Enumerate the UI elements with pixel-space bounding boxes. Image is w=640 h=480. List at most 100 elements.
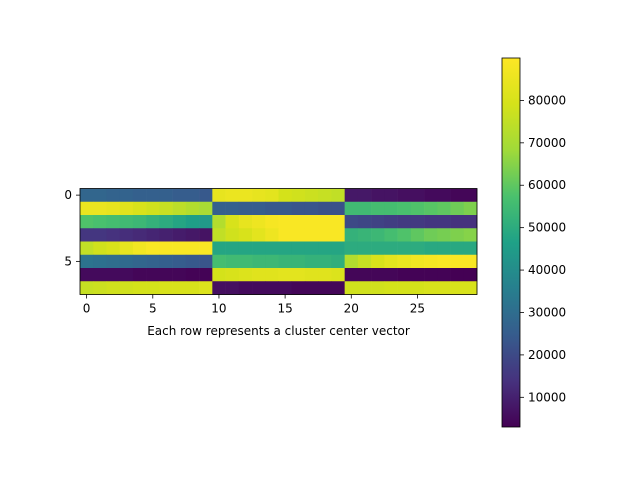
heatmap-cell <box>278 228 293 242</box>
heatmap-cell <box>212 215 226 229</box>
heatmap-cell <box>225 281 240 295</box>
heatmap-cell <box>410 228 425 242</box>
heatmap-cell <box>199 254 213 269</box>
heatmap-cell <box>278 268 293 282</box>
heatmap-cell <box>106 268 120 282</box>
heatmap-cell <box>357 215 372 229</box>
heatmap-cell <box>397 241 412 256</box>
heatmap-cell <box>199 281 213 295</box>
heatmap-cell <box>410 201 425 216</box>
colorbar-tick-label: 40000 <box>528 263 566 277</box>
heatmap-cell <box>238 281 253 295</box>
heatmap-cell <box>119 241 134 256</box>
heatmap-cell <box>304 241 319 256</box>
colorbar-ticks: 10000 20000 30000 40000 50000 60000 70000 80000 <box>520 93 566 404</box>
heatmap-cell <box>146 201 160 216</box>
heatmap-cell <box>344 254 359 269</box>
heatmap-cell <box>212 241 226 256</box>
heatmap-cell <box>410 268 425 282</box>
heatmap-cell <box>265 201 279 216</box>
heatmap-cell <box>132 201 147 216</box>
heatmap-cell <box>357 281 372 295</box>
heatmap-cell <box>410 188 425 203</box>
heatmap-cell <box>252 188 266 203</box>
colorbar-tick-label: 50000 <box>528 221 566 235</box>
heatmap-cell <box>146 188 160 203</box>
heatmap-cell <box>238 254 253 269</box>
heatmap-cell <box>132 228 147 242</box>
heatmap-cell <box>172 254 187 269</box>
heatmap-cell <box>265 268 279 282</box>
heatmap-cell <box>318 215 332 229</box>
heatmap-cell <box>437 254 451 269</box>
heatmap-cell <box>384 241 398 256</box>
heatmap-cell <box>318 241 332 256</box>
heatmap-cell <box>357 254 372 269</box>
heatmap-cell <box>291 215 306 229</box>
heatmap-cell <box>225 201 240 216</box>
heatmap-cell <box>252 254 266 269</box>
heatmap-cell <box>146 241 160 256</box>
heatmap-cell <box>304 228 319 242</box>
heatmap-frame <box>79 188 478 295</box>
heatmap-cell <box>463 241 478 256</box>
heatmap-cell <box>185 215 200 229</box>
heatmap-cell <box>304 201 319 216</box>
heatmap-cell <box>331 254 345 269</box>
heatmap-cell <box>93 241 107 256</box>
heatmap-cell <box>371 281 385 295</box>
heatmap-cell <box>331 201 345 216</box>
heatmap-cell <box>344 215 359 229</box>
x-tick-label: 0 <box>83 302 91 316</box>
heatmap-cell <box>172 241 187 256</box>
heatmap-cell <box>304 268 319 282</box>
heatmap-cell <box>238 228 253 242</box>
heatmap-cell <box>410 215 425 229</box>
heatmap-cell <box>397 228 412 242</box>
heatmap-cell <box>119 215 134 229</box>
heatmap-cell <box>119 201 134 216</box>
heatmap-cell <box>450 268 465 282</box>
heatmap-cell <box>212 228 226 242</box>
heatmap-cell <box>371 215 385 229</box>
heatmap-cell <box>291 281 306 295</box>
heatmap-cell <box>106 281 120 295</box>
heatmap-cell <box>199 188 213 203</box>
heatmap-cell <box>357 241 372 256</box>
heatmap-cell <box>225 241 240 256</box>
heatmap-cell <box>344 188 359 203</box>
heatmap-cell <box>159 281 173 295</box>
heatmap-cell <box>199 241 213 256</box>
heatmap-cell <box>278 215 293 229</box>
heatmap-cell <box>384 268 398 282</box>
heatmap-cell <box>278 254 293 269</box>
heatmap-cell <box>80 201 94 216</box>
heatmap-cell <box>437 215 451 229</box>
heatmap-cell <box>238 188 253 203</box>
heatmap-cell <box>463 215 478 229</box>
heatmap-cell <box>291 188 306 203</box>
colorbar-tick-label: 70000 <box>528 136 566 150</box>
heatmap-cell <box>371 228 385 242</box>
heatmap-cell <box>331 281 345 295</box>
heatmap-cell <box>344 268 359 282</box>
heatmap-cell <box>238 215 253 229</box>
heatmap-cell <box>80 241 94 256</box>
heatmap-cell <box>384 215 398 229</box>
heatmap-cell <box>357 188 372 203</box>
heatmap-cell <box>424 215 438 229</box>
heatmap-cell <box>185 188 200 203</box>
heatmap-cell <box>304 215 319 229</box>
x-tick-label: 5 <box>149 302 157 316</box>
heatmap-cell <box>199 268 213 282</box>
heatmap-cell <box>265 241 279 256</box>
heatmap-cell <box>424 254 438 269</box>
heatmap-cell <box>318 201 332 216</box>
heatmap-cell <box>384 254 398 269</box>
heatmap-cell <box>463 228 478 242</box>
heatmap-cell <box>410 281 425 295</box>
heatmap-cell <box>212 201 226 216</box>
heatmap-cell <box>410 241 425 256</box>
heatmap-cell <box>146 215 160 229</box>
heatmap-cell <box>80 281 94 295</box>
